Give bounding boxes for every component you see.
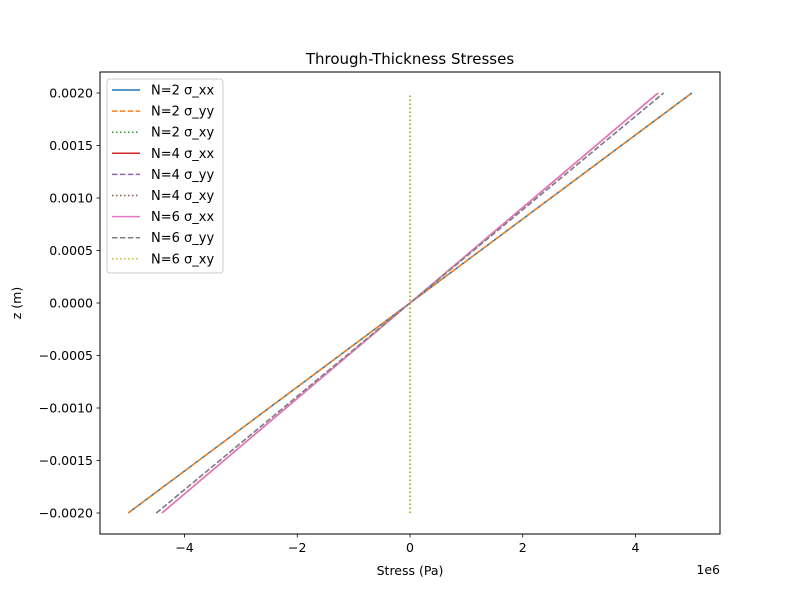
x-axis: −4 −2 0 2 4 <box>175 534 639 555</box>
legend-label: N=4 σ_yy <box>151 168 214 183</box>
x-tick-label: 4 <box>631 540 639 555</box>
y-tick-label: −0.0015 <box>39 453 93 468</box>
legend-label: N=2 σ_xy <box>151 126 214 141</box>
x-tick-label: −4 <box>175 540 193 555</box>
x-axis-label: Stress (Pa) <box>377 563 444 578</box>
y-tick-label: −0.0010 <box>39 401 93 416</box>
x-tick-label: 2 <box>519 540 527 555</box>
legend-label: N=6 σ_xy <box>151 252 214 267</box>
legend-label: N=4 σ_xy <box>151 189 214 204</box>
x-axis-offset-label: 1e6 <box>696 562 720 577</box>
legend-frame <box>106 78 224 274</box>
y-tick-label: 0.0010 <box>49 191 93 206</box>
y-tick-label: 0.0000 <box>49 296 93 311</box>
y-axis-label: z (m) <box>9 287 24 319</box>
y-axis: −0.0020 −0.0015 −0.0010 −0.0005 0.0000 0.0005… <box>39 86 100 521</box>
y-tick-label: −0.0020 <box>39 506 93 521</box>
legend-label: N=6 σ_xx <box>151 210 214 225</box>
legend-label: N=6 σ_yy <box>151 231 214 246</box>
y-tick-label: 0.0020 <box>49 86 93 101</box>
series-layer <box>127 92 693 514</box>
chart-title: Through-Thickness Stresses <box>305 50 514 68</box>
series-line-8 <box>155 92 665 514</box>
legend: N=2 σ_xx N=2 σ_yy N=2 σ_xy N=4 σ_xx N=4 σ_yy… <box>106 78 224 274</box>
legend-label: N=4 σ_xx <box>151 147 214 162</box>
y-tick-label: 0.0005 <box>49 243 93 258</box>
legend-label: N=2 σ_xx <box>151 84 214 99</box>
y-tick-label: 0.0015 <box>49 138 93 153</box>
legend-label: N=2 σ_yy <box>151 105 214 120</box>
x-tick-label: −2 <box>288 540 306 555</box>
x-tick-label: 0 <box>406 540 414 555</box>
y-tick-label: −0.0005 <box>39 348 93 363</box>
